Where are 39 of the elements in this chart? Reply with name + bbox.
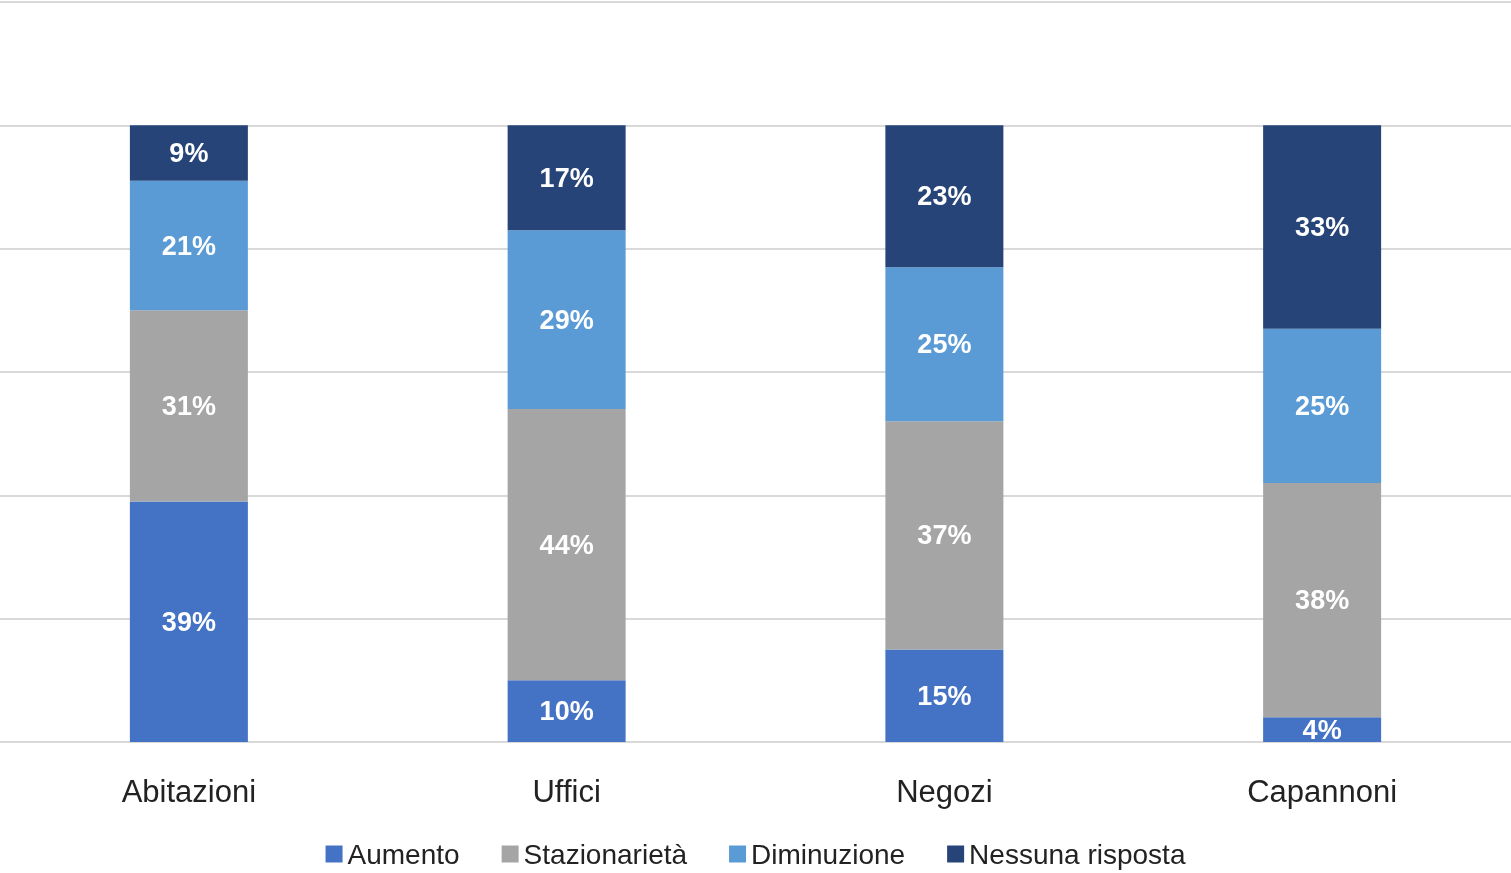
bar: [507, 409, 626, 681]
bar: [1263, 125, 1382, 329]
bar: [885, 421, 1004, 650]
bar: [885, 649, 1004, 742]
legend-label: Stazionarietà: [523, 838, 688, 870]
data-label: 10%: [539, 696, 594, 727]
data-label: 38%: [1295, 585, 1350, 616]
data-label: 29%: [539, 304, 594, 335]
x-tick-label: Abitazioni: [121, 774, 257, 809]
data-label: 37%: [917, 520, 972, 551]
data-label: 4%: [1302, 714, 1342, 745]
data-label: 44%: [539, 529, 594, 560]
data-label: 23%: [917, 181, 972, 212]
data-label: 33%: [1295, 212, 1350, 243]
x-tick-label: Uffici: [532, 774, 601, 809]
data-label: 15%: [917, 680, 972, 711]
data-label: 31%: [161, 390, 216, 421]
legend-label: Nessuna risposta: [969, 838, 1186, 870]
legend-label: Aumento: [347, 838, 460, 870]
bar: [129, 501, 248, 742]
bar: [129, 125, 248, 181]
bar: [129, 180, 248, 311]
data-label: 21%: [161, 230, 216, 261]
x-tick-label: Capannoni: [1247, 774, 1398, 809]
bar: [507, 230, 626, 409]
x-tick-label: Negozi: [896, 774, 993, 809]
data-label: 25%: [1295, 390, 1350, 421]
bar: [129, 310, 248, 502]
data-label: 39%: [161, 606, 216, 637]
bar: [1263, 328, 1382, 483]
data-label: 9%: [169, 138, 209, 169]
data-label: 17%: [539, 162, 594, 193]
bar: [885, 125, 1004, 268]
bar: [1263, 483, 1382, 718]
bar: [507, 125, 626, 231]
bar: [885, 267, 1004, 422]
bar: [507, 680, 626, 742]
legend-label: Diminuzione: [751, 838, 906, 870]
data-label: 25%: [917, 329, 972, 360]
